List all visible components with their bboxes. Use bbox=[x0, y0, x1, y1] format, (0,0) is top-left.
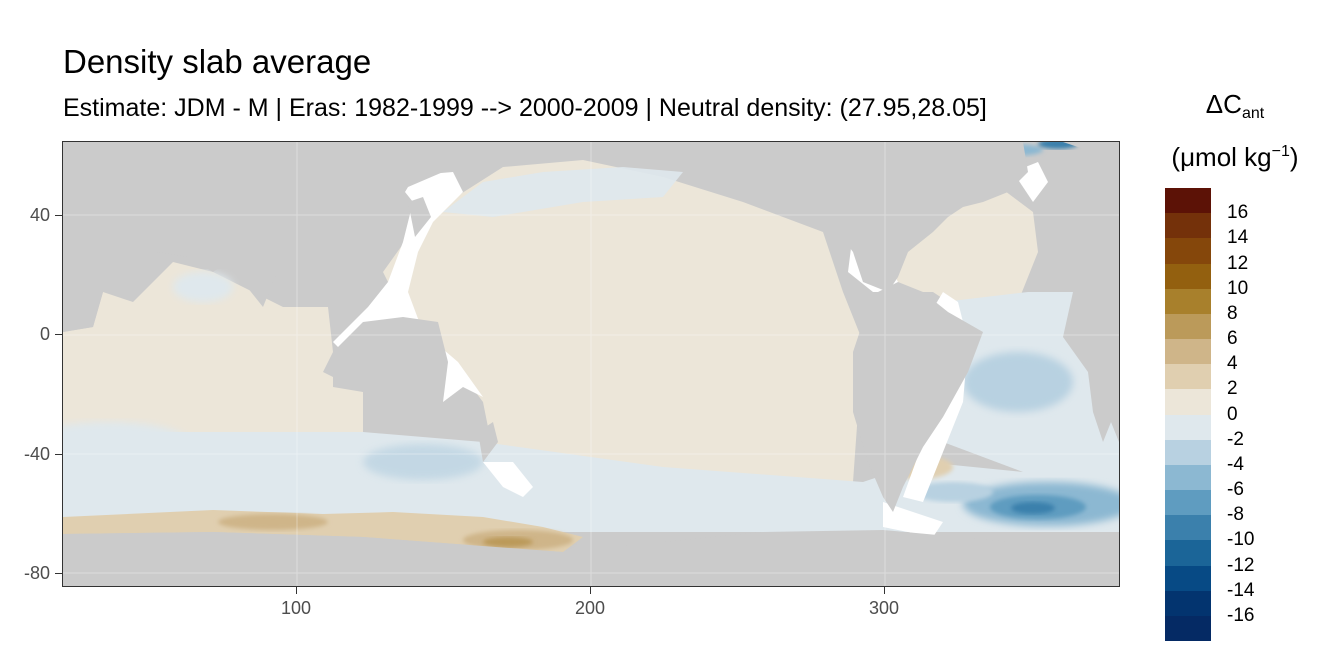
legend-tick-mark bbox=[1165, 364, 1211, 365]
legend-tick-mark bbox=[1165, 289, 1211, 290]
y-tick-label: 40 bbox=[29, 205, 50, 225]
legend-tick-label: 0 bbox=[1227, 403, 1238, 425]
legend-tick-mark bbox=[1165, 389, 1211, 390]
legend-color-swatch bbox=[1165, 263, 1211, 290]
legend-tick-mark bbox=[1165, 465, 1211, 466]
y-tick-label: 0 bbox=[39, 324, 50, 344]
legend-color-swatch bbox=[1165, 439, 1211, 466]
legend-color-swatch bbox=[1165, 590, 1211, 617]
map-panel bbox=[62, 141, 1120, 587]
map-canvas bbox=[63, 142, 1119, 586]
legend-color-swatch bbox=[1165, 288, 1211, 315]
legend-tick-mark bbox=[1165, 339, 1211, 340]
legend-tick-mark bbox=[1165, 238, 1211, 239]
legend-color-swatch bbox=[1165, 364, 1211, 390]
x-tick-mark bbox=[590, 587, 591, 594]
legend-unit-sup: −1 bbox=[1271, 143, 1290, 160]
y-tick-label: -40 bbox=[23, 444, 50, 464]
x-tick-label: 300 bbox=[868, 598, 900, 618]
legend-color-swatch bbox=[1165, 188, 1211, 214]
legend-tick-mark bbox=[1165, 264, 1211, 265]
x-tick-label: 200 bbox=[574, 598, 606, 618]
legend-tick-mark bbox=[1165, 213, 1211, 214]
legend-color-swatch bbox=[1165, 389, 1211, 415]
legend-tick-mark bbox=[1165, 566, 1211, 567]
legend-tick-label: 2 bbox=[1227, 378, 1238, 400]
y-tick-label: -80 bbox=[23, 563, 50, 583]
legend-tick-mark bbox=[1165, 540, 1211, 541]
legend-color-swatch bbox=[1165, 515, 1211, 541]
legend-color-swatch bbox=[1165, 313, 1211, 340]
legend-tick-label: -8 bbox=[1227, 504, 1244, 526]
legend-tick-mark bbox=[1165, 591, 1211, 592]
legend-title: ΔCant bbox=[1160, 88, 1310, 130]
land bbox=[63, 142, 1119, 586]
anomaly-blobs bbox=[63, 142, 1119, 550]
plot-subtitle: Estimate: JDM - M | Eras: 1982-1999 --> … bbox=[63, 94, 987, 122]
legend-tick-label: 6 bbox=[1227, 328, 1238, 349]
y-tick-mark bbox=[55, 215, 62, 216]
plot-title: Density slab average bbox=[63, 43, 372, 80]
legend-tick-label: -10 bbox=[1227, 529, 1255, 551]
x-tick-mark bbox=[296, 587, 297, 594]
x-tick-label: 100 bbox=[280, 598, 312, 618]
legend-tick-label: 8 bbox=[1227, 302, 1238, 324]
y-tick-mark bbox=[55, 454, 62, 455]
legend-tick-mark bbox=[1165, 515, 1211, 516]
legend-color-swatch bbox=[1165, 540, 1211, 566]
legend-unit-suffix: ) bbox=[1289, 142, 1299, 172]
legend-tick-mark bbox=[1165, 415, 1211, 416]
grid-lines bbox=[63, 142, 1119, 586]
legend-color-swatch bbox=[1165, 414, 1211, 441]
legend-tick-label: -4 bbox=[1227, 453, 1244, 475]
legend-color-swatch bbox=[1165, 490, 1211, 516]
legend-tick-label: 14 bbox=[1227, 227, 1249, 249]
legend-color-swatch bbox=[1165, 213, 1211, 239]
legend-tick-label: -14 bbox=[1227, 579, 1255, 601]
legend-tick-label: -6 bbox=[1227, 479, 1244, 500]
legend-color-swatch bbox=[1165, 238, 1211, 264]
legend-tick-label: -2 bbox=[1227, 428, 1244, 450]
legend-unit-prefix: (μmol kg bbox=[1171, 142, 1272, 172]
legend-colorbar bbox=[1165, 188, 1211, 642]
legend-tick-label: 10 bbox=[1227, 277, 1249, 299]
legend-unit: (μmol kg−1) bbox=[1160, 136, 1310, 173]
y-tick-mark bbox=[55, 573, 62, 574]
y-tick-mark bbox=[55, 334, 62, 335]
legend-tick-mark bbox=[1165, 440, 1211, 441]
legend-color-swatch bbox=[1165, 565, 1211, 592]
legend-tick-label: 16 bbox=[1227, 202, 1249, 224]
legend-tick-label: 4 bbox=[1227, 353, 1238, 375]
legend-tick-mark bbox=[1165, 616, 1211, 617]
legend-color-swatch bbox=[1165, 615, 1211, 642]
legend-tick-label: -12 bbox=[1227, 554, 1255, 576]
x-tick-mark bbox=[884, 587, 885, 594]
legend-tick-mark bbox=[1165, 490, 1211, 491]
legend-title-main: ΔC bbox=[1205, 89, 1242, 119]
legend-color-swatch bbox=[1165, 339, 1211, 365]
legend-color-swatch bbox=[1165, 464, 1211, 491]
legend-tick-label: -16 bbox=[1227, 604, 1255, 626]
legend-tick-mark bbox=[1165, 314, 1211, 315]
legend-tick-label: 12 bbox=[1227, 252, 1249, 274]
legend-title-sub: ant bbox=[1241, 105, 1265, 122]
